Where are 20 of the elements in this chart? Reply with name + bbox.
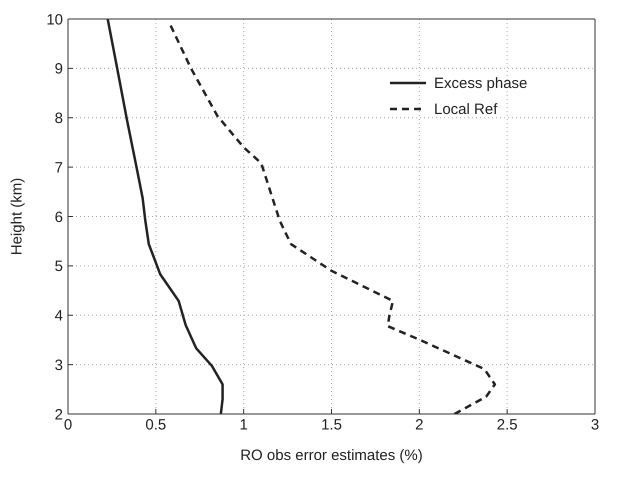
line-series: [106, 19, 224, 414]
x-tick-label: 0.5: [145, 416, 166, 434]
y-tick-label: 9: [54, 60, 63, 78]
y-axis-title: Height (km): [8, 178, 26, 256]
y-tick-label: 8: [54, 110, 63, 128]
x-tick-label: 2.5: [496, 416, 518, 434]
x-tick-label: 1: [239, 416, 248, 434]
y-tick-label: 7: [54, 159, 63, 176]
x-tick-label: 1.5: [321, 416, 342, 434]
y-tick-label: 3: [54, 356, 63, 374]
x-tick-label: 3: [590, 416, 600, 434]
y-tick-label: 10: [46, 11, 63, 28]
y-tick-label: 6: [54, 208, 63, 226]
x-tick-label: 2: [415, 416, 424, 434]
y-tick-label: 5: [54, 258, 63, 276]
legend-label: Local Ref: [434, 100, 498, 118]
x-axis-title: RO obs error estimates (%): [240, 447, 423, 464]
y-tick-label: 4: [54, 308, 63, 325]
legend-label: Excess phase: [434, 74, 528, 92]
x-tick-label: 0: [64, 416, 72, 434]
